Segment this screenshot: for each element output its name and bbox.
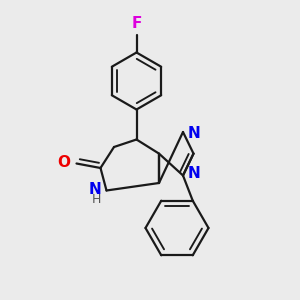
- Text: N: N: [88, 182, 101, 196]
- Text: N: N: [188, 126, 200, 141]
- Text: F: F: [131, 16, 142, 32]
- Text: H: H: [92, 193, 101, 206]
- Text: N: N: [188, 167, 200, 182]
- Text: O: O: [57, 155, 70, 170]
